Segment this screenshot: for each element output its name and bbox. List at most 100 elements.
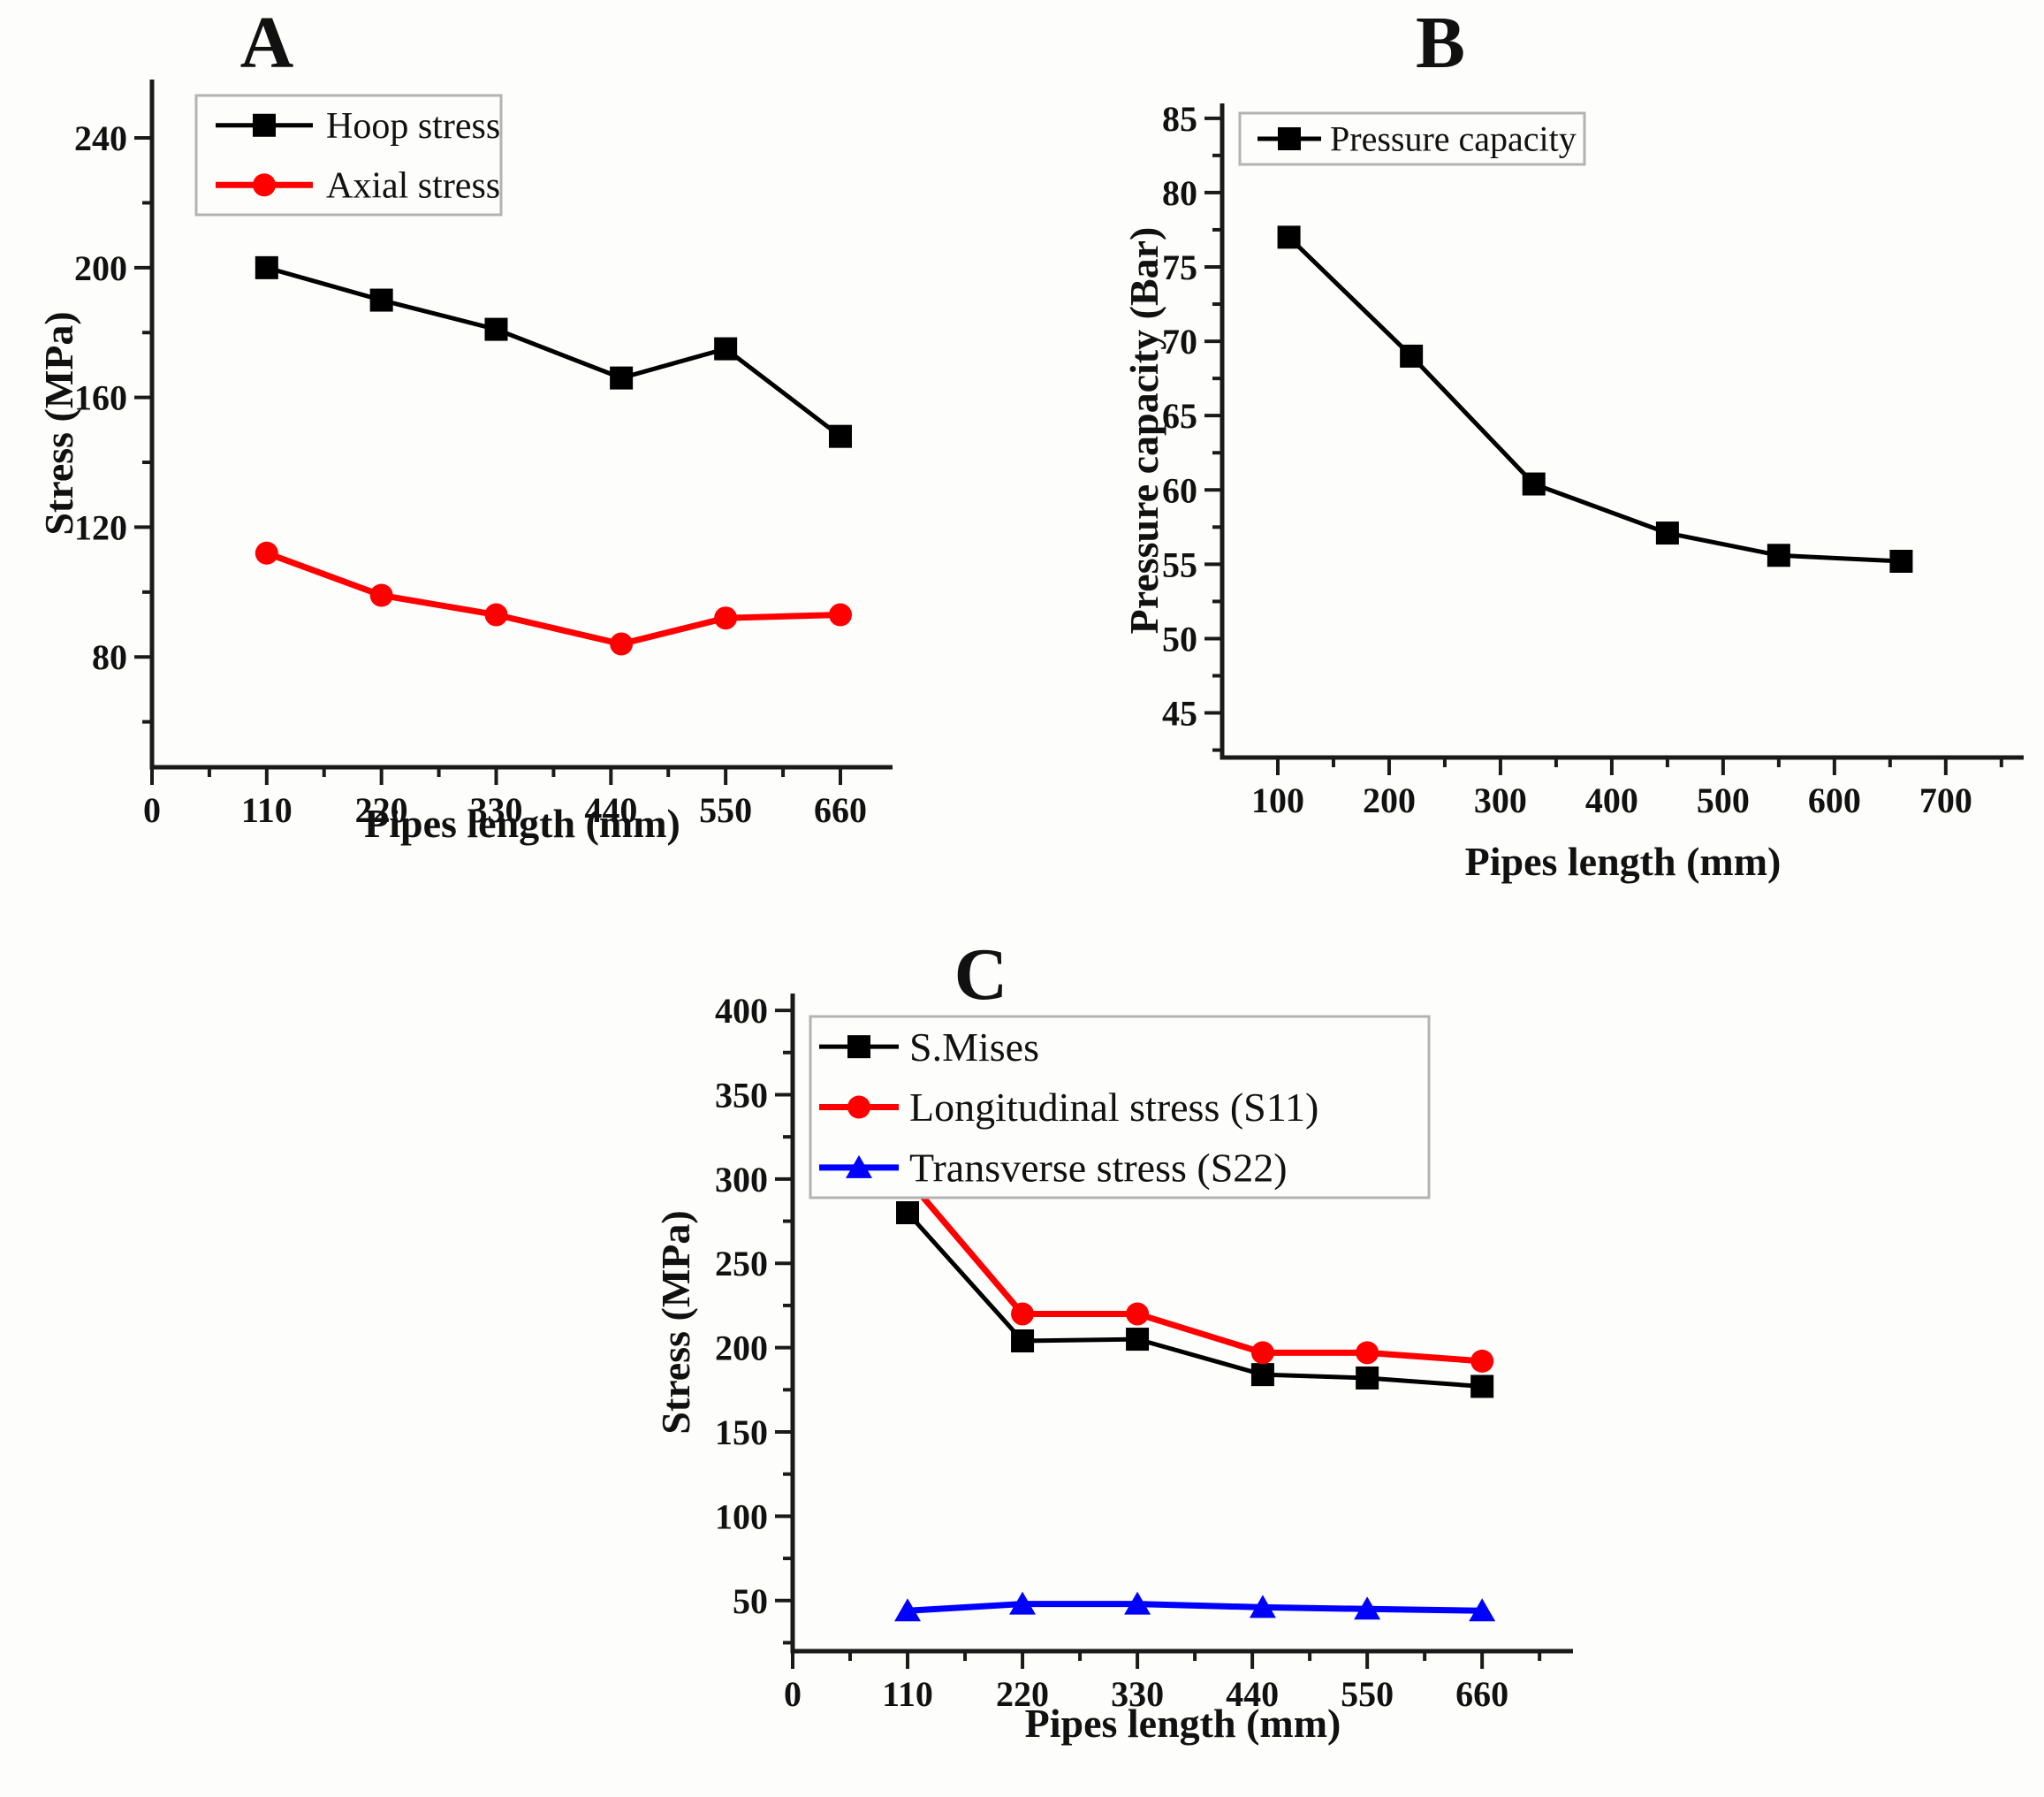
x-tick-label: 700 (1919, 780, 1972, 820)
series-axial-stress (255, 541, 852, 656)
x-tick-label: 110 (882, 1674, 933, 1714)
y-axis-label: Stress (MPa) (653, 1210, 698, 1434)
data-point-marker (1470, 1374, 1494, 1398)
legend-box (809, 1015, 1431, 1199)
data-point-marker (1009, 1591, 1037, 1615)
x-axis-label: Pipes length (mm) (364, 801, 680, 846)
y-tick-label: 250 (715, 1244, 768, 1283)
axis-ticks-b (1204, 116, 2003, 775)
y-tick-label: 60 (1162, 470, 1197, 510)
y-tick-label: 80 (1162, 173, 1197, 213)
series-hoop-stress (255, 255, 852, 448)
legend-box (194, 94, 503, 217)
series-s-mises (896, 1201, 1494, 1398)
x-tick-label: 0 (784, 1674, 802, 1714)
x-tick-label: 440 (1226, 1674, 1279, 1714)
x-tick-label: 200 (1363, 780, 1416, 820)
x-tick-label: 550 (1341, 1674, 1394, 1714)
panel-title: B (1416, 2, 1465, 84)
data-point-marker (1011, 1302, 1035, 1326)
x-tick-label: 220 (355, 790, 408, 830)
panel-title: C (954, 933, 1008, 1016)
x-tick-label: 300 (1474, 780, 1527, 820)
data-point-marker (610, 366, 634, 390)
data-point-marker (896, 1201, 920, 1224)
legend-marker-circle-icon (253, 173, 276, 197)
x-tick-label: 330 (1111, 1674, 1164, 1714)
series-line (907, 1601, 1483, 1614)
data-point-marker (1011, 1329, 1035, 1352)
data-point-marker (369, 583, 393, 607)
legend-marker-square-icon (847, 1035, 870, 1059)
panel-c: 50 100 150 200 250 300 350 400 0 110 220 330 440 550 6… (495, 902, 1723, 1797)
x-tick-label: 220 (996, 1674, 1049, 1714)
panel-title: A (240, 2, 294, 84)
y-tick-label: 50 (733, 1581, 768, 1621)
tick-labels-b: 45 50 55 60 65 70 75 80 85 100 200 300 400 500 600 700 (1162, 99, 1972, 820)
legend-marker-square-icon (253, 113, 276, 137)
data-point-marker (1470, 1349, 1494, 1373)
legend-marker-circle-icon (847, 1095, 870, 1119)
data-point-marker (1469, 1598, 1496, 1622)
data-point-marker (1767, 544, 1790, 567)
data-point-marker (1250, 1341, 1274, 1365)
series-line (266, 265, 842, 438)
legend-label: Longitudinal stress (S11) (909, 1085, 1318, 1130)
x-axis-label: Pipes length (mm) (1465, 839, 1782, 884)
data-point-marker (1249, 1595, 1276, 1618)
y-axis-label: Pressure capacity (Bar) (1122, 227, 1166, 635)
data-point-marker (714, 337, 738, 361)
legend-b: Pressure capacity (1238, 111, 1586, 166)
y-tick-label: 350 (715, 1075, 768, 1115)
x-tick-label: 550 (699, 790, 752, 830)
y-tick-label: 45 (1162, 694, 1197, 734)
y-tick-label: 200 (715, 1329, 768, 1368)
data-point-marker (369, 288, 393, 312)
data-point-marker (1124, 1591, 1151, 1615)
x-tick-label: 660 (1455, 1674, 1508, 1714)
legend-label: Hoop stress (326, 106, 500, 147)
data-point-marker (1400, 344, 1424, 368)
data-point-marker (1126, 1328, 1150, 1352)
axes-b (1220, 103, 2024, 760)
data-point-marker (1889, 550, 1913, 573)
data-point-marker (894, 1598, 922, 1622)
x-tick-label: 440 (584, 790, 637, 830)
legend-label: Transverse stress (S22) (909, 1145, 1288, 1190)
y-tick-label: 240 (74, 118, 127, 158)
y-tick-label: 75 (1162, 247, 1197, 287)
data-point-marker (484, 603, 508, 627)
data-point-marker (828, 603, 852, 627)
y-tick-label: 160 (74, 378, 127, 418)
legend-label: Axial stress (326, 166, 500, 207)
y-tick-label: 150 (715, 1412, 768, 1452)
series-line (265, 550, 841, 648)
tick-labels-c: 50 100 150 200 250 300 350 400 0 110 220 330 440 550 6… (715, 991, 1508, 1714)
data-point-marker (1356, 1366, 1379, 1390)
legend-marker-triangle-icon (846, 1154, 872, 1178)
x-tick-label: 110 (241, 790, 293, 830)
data-point-marker (714, 606, 738, 630)
y-tick-label: 50 (1162, 619, 1197, 659)
panel-a: 80 120 160 200 240 0 110 220 330 440 550 660 Hoop st… (0, 0, 1025, 884)
series-line (905, 1176, 1483, 1365)
y-tick-label: 300 (715, 1160, 768, 1199)
series-line (906, 1211, 1483, 1389)
x-tick-label: 330 (469, 790, 522, 830)
y-tick-label: 80 (92, 637, 127, 677)
panel-b: 45 50 55 60 65 70 75 80 85 100 200 300 400 500 600 700 P… (1122, 0, 2044, 913)
data-point-marker (1354, 1596, 1381, 1620)
chart-a-canvas: 80 120 160 200 240 0 110 220 330 440 550 660 Hoop st… (36, 2, 893, 846)
data-point-marker (1126, 1302, 1150, 1326)
y-tick-label: 70 (1162, 322, 1197, 362)
data-point-marker (1655, 522, 1679, 545)
legend-marker-square-icon (1278, 127, 1301, 150)
series-pressure-capacity (1277, 225, 1913, 573)
axis-ticks-a (134, 136, 842, 785)
x-tick-label: 500 (1697, 780, 1750, 820)
data-point-marker (828, 424, 852, 448)
data-point-marker (1356, 1341, 1379, 1365)
legend-label: Pressure capacity (1330, 119, 1577, 159)
series-line (1287, 235, 1902, 564)
